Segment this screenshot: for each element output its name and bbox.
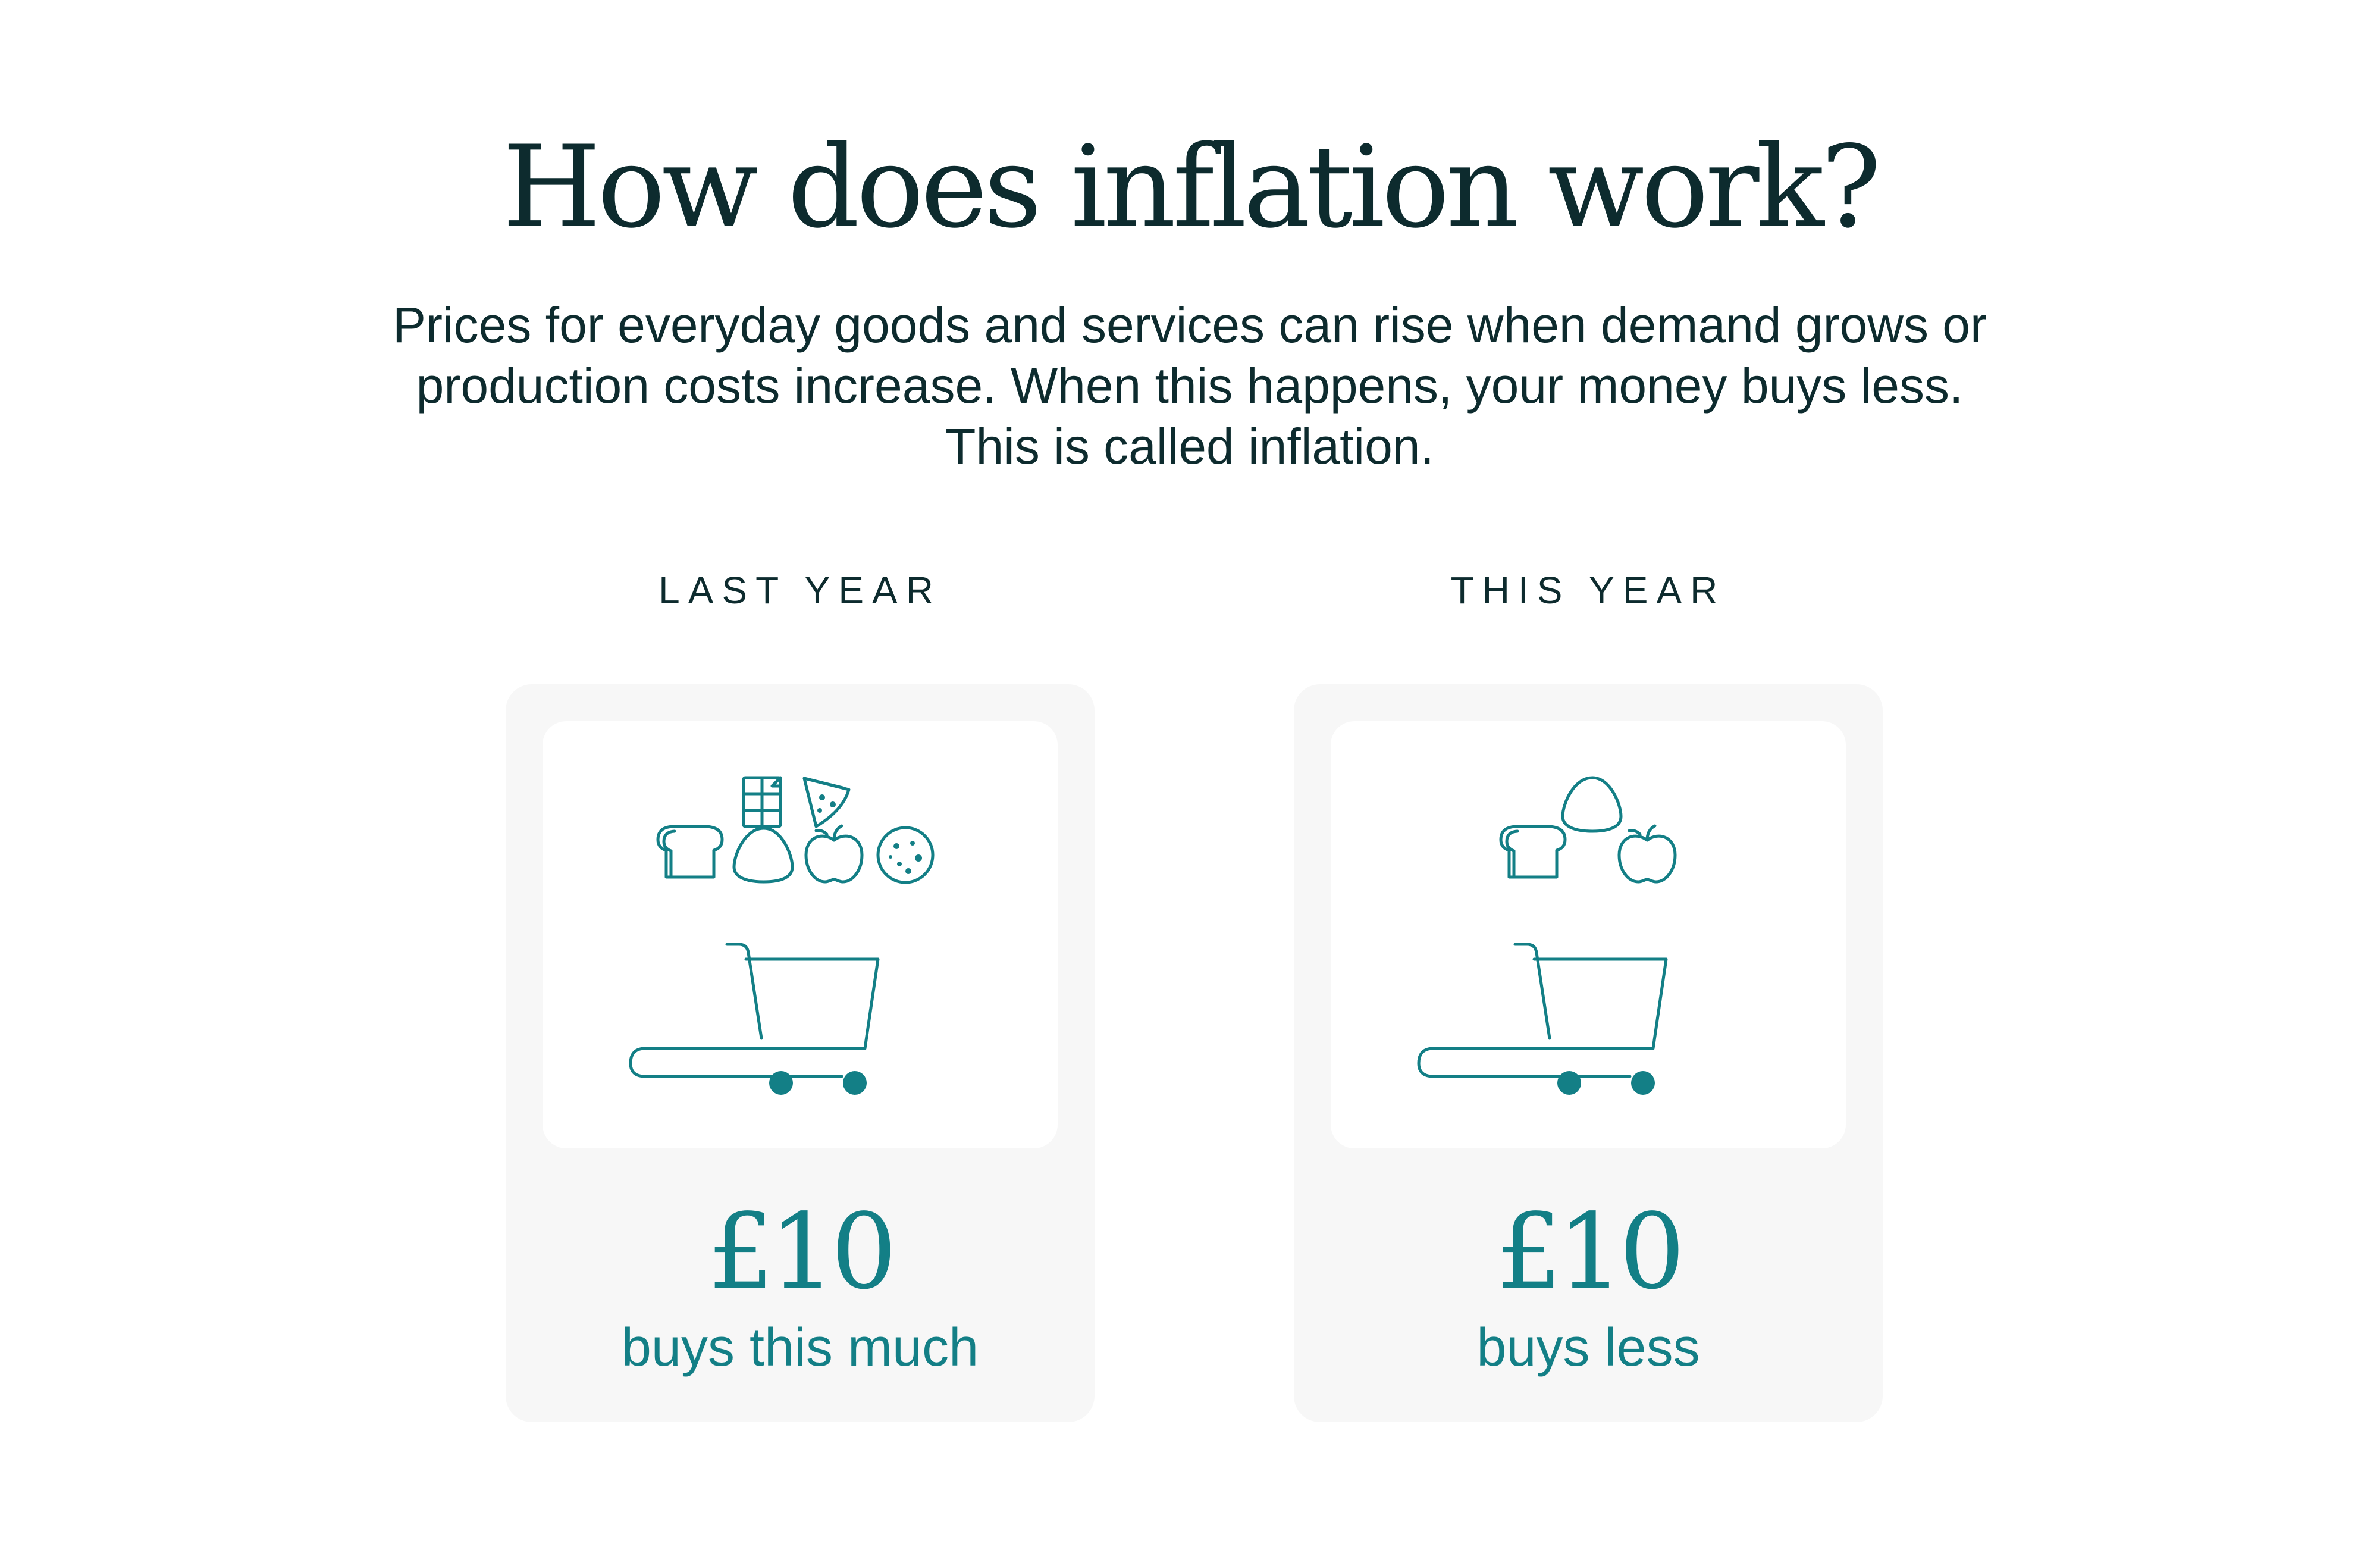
last-year-illustration — [543, 721, 1058, 1148]
last-year-label: LAST YEAR — [659, 569, 942, 612]
this-year-illustration — [1331, 721, 1846, 1148]
last-year-basket-illustration — [629, 776, 935, 1095]
shopping-cart-icon — [1417, 943, 1668, 1095]
bread-icon — [656, 825, 724, 879]
apple-icon — [1617, 824, 1677, 884]
egg-icon — [1561, 776, 1623, 833]
intro-line-3: This is called inflation. — [945, 418, 1434, 474]
cookie-icon — [876, 826, 935, 884]
bread-icon — [1499, 825, 1567, 879]
intro-line-2: production costs increase. When this hap… — [416, 358, 1964, 414]
egg-icon — [732, 826, 794, 884]
this-year-label: THIS YEAR — [1450, 569, 1726, 612]
chocolate-bar-icon — [742, 776, 782, 828]
last-year-caption: buys this much — [621, 1318, 979, 1377]
last-year-card: £10 buys this much — [506, 684, 1095, 1422]
this-year-caption: buys less — [1476, 1318, 1700, 1377]
this-year-basket-illustration — [1417, 776, 1677, 1095]
intro-paragraph: Prices for everyday goods and services c… — [333, 295, 2046, 477]
this-year-amount: £10 — [1495, 1192, 1685, 1313]
last-year-amount: £10 — [707, 1192, 897, 1313]
pizza-slice-icon — [802, 776, 851, 828]
page-title: How does inflation work? — [502, 121, 1881, 253]
intro-line-1: Prices for everyday goods and services c… — [393, 297, 1987, 353]
shopping-cart-icon — [629, 943, 880, 1095]
this-year-card: £10 buys less — [1294, 684, 1883, 1422]
apple-icon — [804, 824, 864, 884]
